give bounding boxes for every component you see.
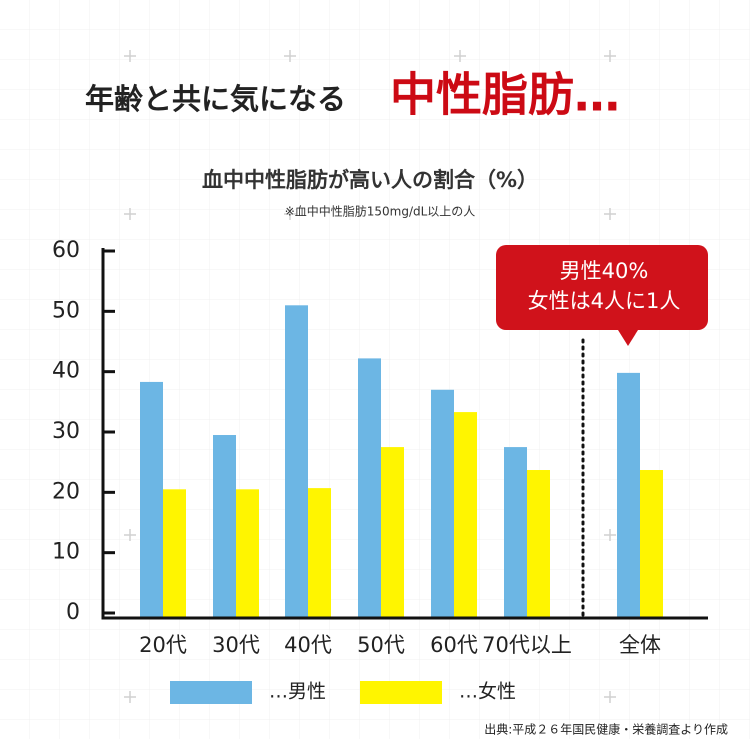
chart-subtitle: ※血中中性脂肪150mg/dL以上の人 bbox=[285, 204, 476, 219]
bar bbox=[504, 447, 527, 618]
bar bbox=[163, 489, 186, 618]
title-lead: 年齢と共に気になる bbox=[85, 82, 346, 116]
x-tick-label: 60代 bbox=[430, 633, 478, 657]
source: 出典:平成２６年国民健康・栄養調査より作成 bbox=[484, 722, 728, 737]
bar bbox=[285, 305, 308, 618]
bar bbox=[431, 389, 454, 618]
chart-title: 血中中性脂肪が高い人の割合（%） bbox=[202, 168, 538, 192]
x-tick-label: 40代 bbox=[284, 633, 332, 657]
bar bbox=[527, 470, 550, 618]
x-tick-label: 70代以上 bbox=[482, 633, 572, 657]
x-tick-label: 50代 bbox=[357, 633, 405, 657]
y-tick-label: 30 bbox=[52, 419, 80, 444]
callout-text: 女性は4人に1人 bbox=[528, 289, 681, 313]
bar bbox=[308, 488, 331, 618]
y-tick-label: 50 bbox=[52, 298, 80, 323]
bar bbox=[213, 435, 236, 618]
bar bbox=[640, 470, 663, 618]
callout-text: 男性40% bbox=[560, 259, 649, 283]
y-tick-label: 20 bbox=[52, 479, 80, 504]
y-tick-label: 0 bbox=[66, 600, 80, 625]
bar bbox=[236, 489, 259, 618]
bar bbox=[454, 412, 477, 618]
legend-swatch bbox=[170, 681, 252, 704]
bar bbox=[358, 358, 381, 618]
x-tick-label: 30代 bbox=[212, 633, 260, 657]
decorations bbox=[124, 50, 616, 703]
bar bbox=[617, 372, 640, 618]
bar bbox=[140, 381, 163, 618]
y-tick-label: 60 bbox=[52, 238, 80, 263]
y-tick-label: 40 bbox=[52, 359, 80, 384]
legend-swatch bbox=[360, 681, 442, 704]
callout-box bbox=[496, 245, 708, 330]
x-tick-label: 20代 bbox=[139, 633, 187, 657]
title-emphasis: 中性脂肪… bbox=[390, 68, 620, 122]
legend-label: …男性 bbox=[269, 681, 326, 703]
y-tick-label: 10 bbox=[52, 540, 80, 565]
x-tick-label: 全体 bbox=[619, 633, 661, 657]
bar bbox=[381, 447, 404, 618]
legend-label: …女性 bbox=[459, 681, 516, 703]
callout-pointer bbox=[618, 330, 638, 346]
plot: 0 10 20 30 40 50 60 20代 30代 40代 50代 60代 70代以上 全体 …男性 …女… bbox=[52, 238, 708, 704]
